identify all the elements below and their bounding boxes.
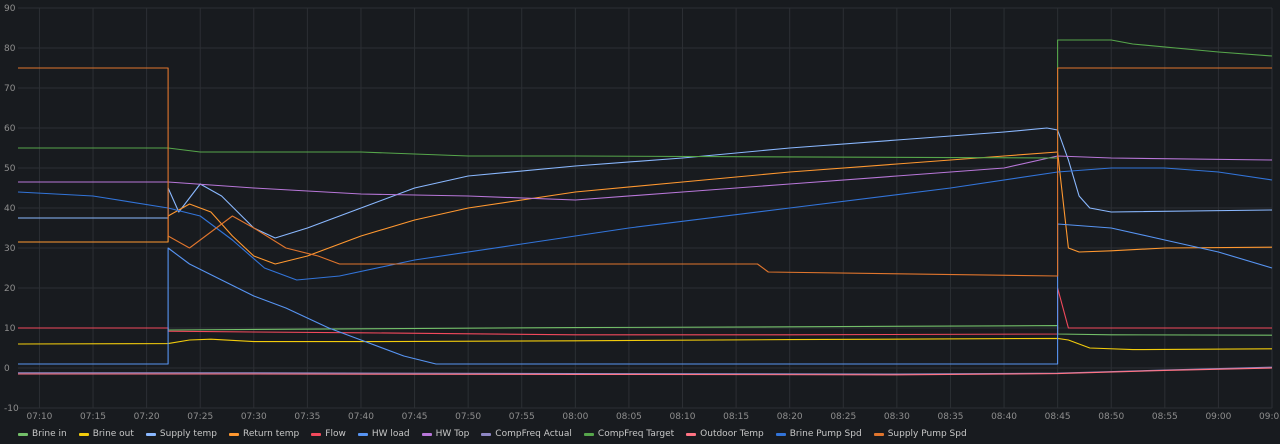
x-tick-label: 08:15 [723,412,749,422]
y-tick-label: 20 [4,284,16,294]
legend-item[interactable]: CompFreq Target [583,429,675,439]
legend-swatch [421,432,432,436]
y-tick-label: 80 [4,44,16,54]
legend-item[interactable]: Brine Pump Spd [775,429,862,439]
series-line-return-temp [18,151,1273,265]
y-tick-label: 30 [4,244,16,254]
x-tick-label: 07:50 [455,412,481,422]
series-line-brine-out [17,337,1273,351]
legend-swatch [775,432,786,436]
legend-swatch [873,432,884,436]
legend-swatch [145,432,156,436]
legend-label: HW load [371,429,410,439]
x-tick-label: 08:50 [1098,412,1124,422]
legend-item[interactable]: CompFreq Actual [481,429,572,439]
legend-label: HW Top [435,429,470,439]
x-tick-label: 07:45 [402,412,428,422]
x-tick-label: 07:25 [187,412,213,422]
series-line-brine-pump-spd [17,167,1273,281]
legend-item[interactable]: Brine out [78,429,134,439]
legend-item[interactable]: HW Top [421,429,470,439]
legend-label: Brine out [92,429,134,439]
x-tick-label: 08:25 [830,412,856,422]
series-line-compfreq-target [18,39,1273,159]
y-tick-label: 90 [4,4,16,14]
series-lines [17,39,1273,376]
legend-item[interactable]: Supply temp [145,429,217,439]
x-tick-label: 07:35 [294,412,320,422]
legend-swatch [228,432,239,436]
legend-swatch [311,432,322,436]
legend-label: Brine Pump Spd [789,429,862,439]
legend-swatch [686,432,697,436]
x-tick-label: 08:30 [884,412,910,422]
legend-item[interactable]: Flow [311,429,346,439]
legend-swatch [18,432,28,436]
x-tick-label: 07:10 [26,412,52,422]
x-tick-label: 07:15 [80,412,106,422]
x-tick-label: 08:40 [991,412,1017,422]
line-chart: -10 0 10 20 30 40 50 60 70 80 90 07:10 07:15 07:20 07:… [4,4,1280,422]
legend-item[interactable]: Supply Pump Spd [873,429,967,439]
legend-item[interactable]: Return temp [228,429,300,439]
x-tick-label: 09:05 [1259,412,1280,422]
x-tick-label: 08:45 [1045,412,1071,422]
x-tick-label: 08:00 [562,412,588,422]
legend-swatch [583,432,594,436]
legend-label: Outdoor Temp [700,429,764,439]
legend-item[interactable]: HW load [357,429,410,439]
legend-swatch [357,432,368,436]
x-tick-label: 07:40 [348,412,374,422]
series-line-supply-pump-spd [18,67,1272,277]
series-line-supply-temp [18,127,1273,239]
legend-label: Flow [325,429,346,439]
legend-label: CompFreq Target [597,429,675,439]
x-tick-label: 09:00 [1205,412,1231,422]
x-tick-label: 08:20 [777,412,803,422]
grid [18,7,1273,409]
y-tick-label: 60 [4,124,16,134]
y-tick-label: 70 [4,84,16,94]
series-line-hw-load [18,223,1273,365]
legend-label: Brine in [32,429,67,439]
legend-item[interactable]: Outdoor Temp [686,429,764,439]
x-tick-label: 07:20 [134,412,160,422]
legend-swatch [78,432,89,436]
x-tick-label: 07:55 [509,412,535,422]
y-tick-label: 50 [4,164,16,174]
x-tick-label: 08:35 [937,412,963,422]
x-tick-label: 08:55 [1152,412,1178,422]
legend-label: Supply temp [159,429,217,439]
axes: -10 0 10 20 30 40 50 60 70 80 90 07:10 07:15 07:20 07:… [4,4,1280,422]
legend-item[interactable]: Brine in [18,429,67,439]
series-line-brine-in [18,325,1273,336]
legend-swatch [481,432,492,436]
legend-label: Supply Pump Spd [887,429,967,439]
legend-label: Return temp [242,429,300,439]
x-tick-label: 08:10 [670,412,696,422]
legend: Brine in Brine out Supply temp Return temp F… [18,426,967,442]
x-tick-label: 08:05 [616,412,642,422]
series-line-hw-top [18,155,1273,201]
y-tick-label: 0 [4,364,10,374]
y-tick-label: 10 [4,324,16,334]
x-tick-label: 07:30 [241,412,267,422]
series-line-outdoor-temp [18,367,1273,376]
y-tick-label: 40 [4,204,16,214]
y-tick-label: -10 [4,404,19,414]
legend-label: CompFreq Actual [495,429,572,439]
